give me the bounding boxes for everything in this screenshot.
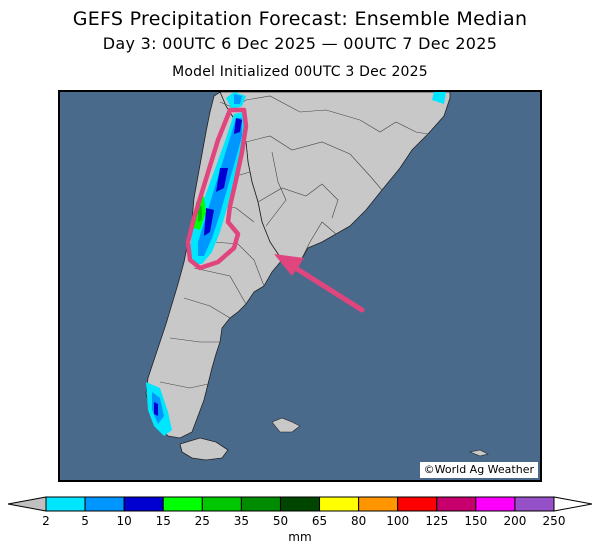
colorbar-swatch <box>45 496 86 512</box>
colorbar-max-arrow <box>553 496 593 512</box>
colorbar-tick-label: 15 <box>155 514 171 528</box>
precipitation-map: ©World Ag Weather <box>58 90 542 482</box>
colorbar-tick-label: 10 <box>116 514 132 528</box>
map-title: GEFS Precipitation Forecast: Ensemble Me… <box>72 8 528 30</box>
colorbar-swatch <box>279 496 321 512</box>
colorbar-tick-label: 25 <box>194 514 210 528</box>
colorbar-tick-label: 50 <box>272 514 289 528</box>
forecast-period: Day 3: 00UTC 6 Dec 2025 — 00UTC 7 Dec 20… <box>102 34 498 53</box>
colorbar-tick-label: 250 <box>542 514 566 528</box>
land-tierra-del-fuego <box>179 437 229 461</box>
colorbar-unit: mm <box>288 530 312 544</box>
colorbar-swatch <box>475 496 516 512</box>
precipitation-shading <box>146 92 446 436</box>
colorbar-tick-label: 100 <box>386 514 410 528</box>
map-canvas <box>145 92 489 461</box>
precipitation-colorbar <box>7 496 593 512</box>
colorbar-tick-label: 200 <box>503 514 527 528</box>
colorbar-swatch <box>123 496 164 512</box>
colorbar-swatch <box>201 496 242 512</box>
colorbar-tick-label: 2 <box>42 514 50 528</box>
credit-label: ©World Ag Weather <box>419 462 538 478</box>
colorbar-tick-label: 150 <box>464 514 488 528</box>
colorbar-tick-label: 5 <box>81 514 89 528</box>
colorbar-swatch <box>358 496 399 512</box>
highlight-outline <box>185 107 249 271</box>
land-south-georgia <box>468 449 489 457</box>
colorbar-swatch <box>84 496 125 512</box>
colorbar-swatch <box>319 496 360 512</box>
colorbar-tick-label: 125 <box>425 514 449 528</box>
colorbar-swatch <box>397 496 438 512</box>
highlight-arrow <box>274 254 365 313</box>
colorbar-swatch <box>162 496 203 512</box>
colorbar-tick-label: 35 <box>233 514 250 528</box>
colorbar-tick-label: 65 <box>311 514 328 528</box>
colorbar-swatch <box>436 496 477 512</box>
colorbar-swatch <box>514 496 555 512</box>
land-falkland-islands <box>271 417 301 433</box>
colorbar-tick-label: 80 <box>350 514 367 528</box>
country-borders <box>159 95 429 389</box>
colorbar-swatch <box>240 496 281 512</box>
model-init-time: Model Initialized 00UTC 3 Dec 2025 <box>172 64 428 80</box>
colorbar-min-arrow <box>7 496 47 512</box>
